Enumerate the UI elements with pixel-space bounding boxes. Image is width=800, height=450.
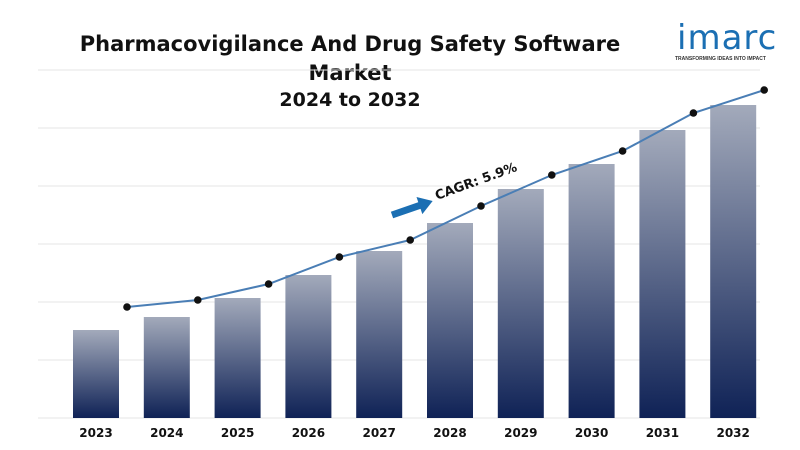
- bar-2024: [143, 317, 190, 418]
- bar-2030: [568, 164, 615, 418]
- x-tick-2028: 2028: [433, 426, 466, 440]
- x-tick-2031: 2031: [646, 426, 679, 440]
- bar-2025: [214, 298, 261, 418]
- imarc-logo: imarc TRANSFORMING IDEAS INTO IMPACT: [673, 18, 793, 66]
- trend-line: [126, 89, 765, 308]
- trend-point-2027: [406, 236, 415, 244]
- trend-point-2026: [335, 253, 344, 261]
- bar-2029: [497, 189, 544, 418]
- trend-point-2029: [548, 171, 556, 179]
- trend-point-2032: [760, 86, 768, 94]
- x-tick-2032: 2032: [716, 426, 749, 440]
- trend-point-2030: [618, 147, 627, 155]
- x-tick-2026: 2026: [292, 426, 325, 440]
- trend-point-2023: [123, 303, 131, 311]
- x-tick-2023: 2023: [79, 426, 112, 440]
- x-tick-2024: 2024: [150, 426, 183, 440]
- bar-2026: [285, 275, 332, 418]
- logo-wordmark: imarc: [677, 18, 778, 58]
- trend-point-2025: [264, 280, 273, 288]
- bar-2028: [427, 223, 473, 418]
- bar-2032: [710, 105, 757, 418]
- bar-2031: [639, 130, 686, 418]
- trend-point-2024: [194, 296, 202, 304]
- trend-points: [123, 86, 768, 311]
- bars: [73, 105, 757, 418]
- trend-point-2028: [477, 202, 485, 210]
- x-tick-2025: 2025: [221, 426, 254, 440]
- trend-line-path: [126, 89, 765, 308]
- bar-2027: [356, 251, 403, 418]
- chart-subtitle: 2024 to 2032: [279, 89, 421, 111]
- chart-title: Pharmacovigilance And Drug Safety Softwa…: [79, 32, 621, 85]
- trend-point-2031: [689, 109, 698, 117]
- x-tick-2030: 2030: [575, 426, 608, 440]
- x-tick-2029: 2029: [504, 426, 537, 440]
- bar-2023: [73, 330, 119, 418]
- x-tick-2027: 2027: [362, 426, 395, 440]
- x-axis-ticks: 2023 2024 2025 2026 2027 2028 2029 2030 2031 2032: [79, 426, 750, 440]
- cagr-arrow-icon: [390, 197, 433, 219]
- logo-tagline: TRANSFORMING IDEAS INTO IMPACT: [675, 56, 766, 62]
